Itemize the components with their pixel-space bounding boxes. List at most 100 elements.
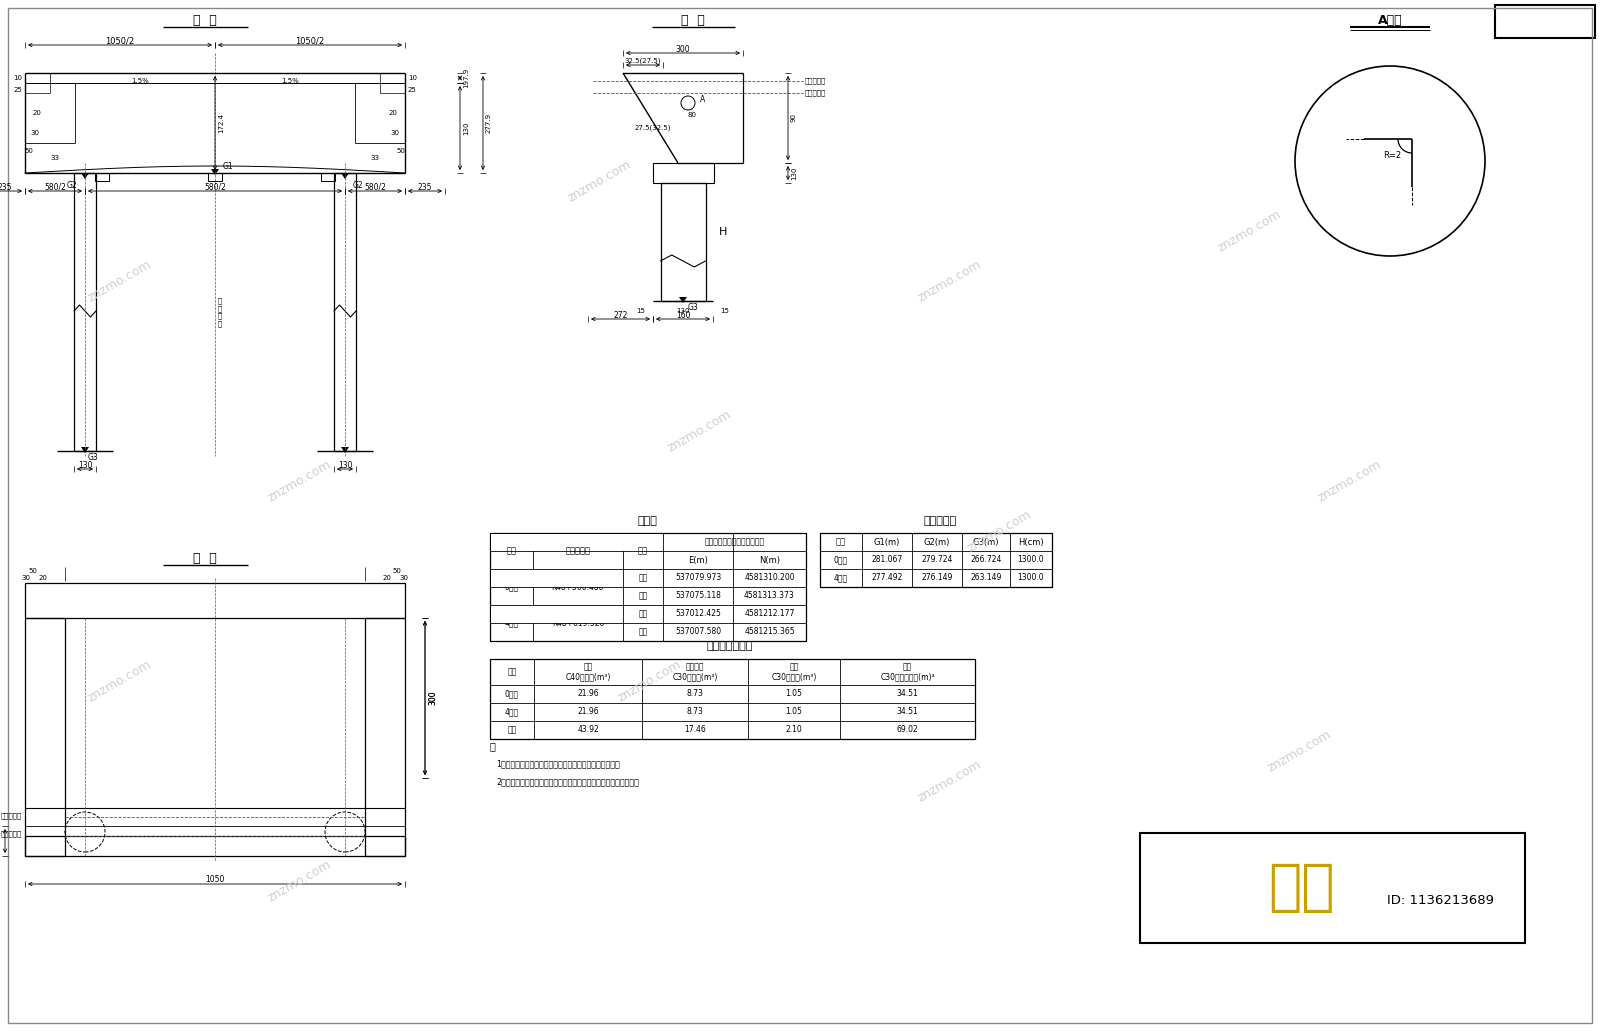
Text: 0号台: 0号台 <box>506 690 518 698</box>
Text: 盖梁
C40混凝土(m³): 盖梁 C40混凝土(m³) <box>565 662 611 681</box>
Text: 197.9: 197.9 <box>462 68 469 88</box>
Text: 台号: 台号 <box>507 546 517 556</box>
Text: 580/2: 580/2 <box>45 182 66 192</box>
Text: 276.149: 276.149 <box>922 573 952 583</box>
Text: 基础
C30水下混凝土(m)³: 基础 C30水下混凝土(m)³ <box>880 662 934 681</box>
Text: 30: 30 <box>400 575 408 581</box>
Text: 20: 20 <box>38 575 48 581</box>
Text: 1050/2: 1050/2 <box>296 36 325 45</box>
Text: 0号台: 0号台 <box>504 583 518 592</box>
Text: 2.10: 2.10 <box>786 726 802 734</box>
Text: 8.73: 8.73 <box>686 707 704 717</box>
Text: znzmo.com: znzmo.com <box>1315 458 1384 504</box>
Text: 4号台: 4号台 <box>504 619 518 628</box>
Text: 知未: 知未 <box>1269 861 1334 914</box>
Bar <box>491 533 662 551</box>
Text: 桥台工程数量表: 桥台工程数量表 <box>707 641 754 651</box>
Text: 侧  面: 侧 面 <box>682 14 706 28</box>
Text: 130: 130 <box>338 461 352 469</box>
Bar <box>1139 833 1525 943</box>
Text: 台号: 台号 <box>507 667 517 676</box>
Text: 300: 300 <box>675 44 690 54</box>
Text: 20: 20 <box>382 575 392 581</box>
Text: 1050/2: 1050/2 <box>106 36 134 45</box>
Text: 位置: 位置 <box>638 546 648 556</box>
Text: 身、胸墙
C30混凝土(m³): 身、胸墙 C30混凝土(m³) <box>672 662 718 681</box>
Text: 15: 15 <box>637 308 645 314</box>
Text: 300: 300 <box>429 691 437 705</box>
Text: 4581310.200: 4581310.200 <box>744 573 795 583</box>
Bar <box>491 533 662 551</box>
Text: 160: 160 <box>675 310 690 320</box>
Bar <box>208 173 222 181</box>
Text: 277.492: 277.492 <box>872 573 902 583</box>
Text: 537012.425: 537012.425 <box>675 609 722 619</box>
Text: 1、本图尺寸除坐标，标高均以米计算，其余均以厘米计。: 1、本图尺寸除坐标，标高均以米计算，其余均以厘米计。 <box>496 759 619 768</box>
Text: 注: 注 <box>490 741 496 751</box>
Text: 80: 80 <box>688 112 698 118</box>
Text: 30: 30 <box>21 575 30 581</box>
Text: 桥台尺寸表: 桥台尺寸表 <box>923 516 957 526</box>
Text: 172.4: 172.4 <box>218 113 224 133</box>
Polygon shape <box>82 173 90 179</box>
Text: 1.05: 1.05 <box>786 690 803 698</box>
Text: 1050: 1050 <box>205 875 224 885</box>
Text: 10: 10 <box>408 75 418 81</box>
Text: 130: 130 <box>78 461 93 469</box>
Bar <box>1494 5 1595 38</box>
Text: 27.5(32.5): 27.5(32.5) <box>635 125 672 131</box>
Bar <box>334 173 355 451</box>
Polygon shape <box>82 447 90 453</box>
Text: znzmo.com: znzmo.com <box>1216 207 1285 255</box>
Text: 4581212.177: 4581212.177 <box>744 609 795 619</box>
Text: 580/2: 580/2 <box>365 182 386 192</box>
Text: 右侧: 右侧 <box>638 628 648 636</box>
Text: 34.51: 34.51 <box>896 707 918 717</box>
Text: 537075.118: 537075.118 <box>675 592 722 600</box>
Text: 235: 235 <box>0 182 13 192</box>
Text: 266.724: 266.724 <box>970 556 1002 565</box>
Text: 1.5%: 1.5% <box>282 78 299 84</box>
Text: 1300.0: 1300.0 <box>1018 573 1045 583</box>
Text: 20: 20 <box>389 110 397 117</box>
Bar <box>653 163 714 182</box>
Text: 43.92: 43.92 <box>578 726 598 734</box>
Bar <box>26 583 405 618</box>
Text: znzmo.com: znzmo.com <box>266 458 334 504</box>
Text: G1(m): G1(m) <box>874 537 901 546</box>
Text: 30: 30 <box>30 130 40 136</box>
Text: R=2: R=2 <box>1382 151 1402 160</box>
Text: znzmo.com: znzmo.com <box>266 858 334 904</box>
Text: 537007.580: 537007.580 <box>675 628 722 636</box>
Text: 30: 30 <box>390 130 400 136</box>
Text: 4号台: 4号台 <box>834 573 848 583</box>
Text: 盖梁中线与盖板中线交汇坐标: 盖梁中线与盖板中线交汇坐标 <box>704 537 765 546</box>
Text: 17.46: 17.46 <box>685 726 706 734</box>
Text: K48+500.480: K48+500.480 <box>552 583 605 592</box>
Text: 1.5%: 1.5% <box>131 78 149 84</box>
Text: A: A <box>701 95 706 103</box>
Text: znzmo.com: znzmo.com <box>966 507 1034 555</box>
Bar <box>819 533 1053 587</box>
Polygon shape <box>678 297 686 303</box>
Text: 15: 15 <box>720 308 730 314</box>
Text: K48+619.520: K48+619.520 <box>552 619 605 628</box>
Text: 25: 25 <box>408 87 416 93</box>
Text: G2(m): G2(m) <box>923 537 950 546</box>
Text: 50: 50 <box>397 148 405 154</box>
Text: znzmo.com: znzmo.com <box>915 758 984 804</box>
Text: 1.05: 1.05 <box>786 707 803 717</box>
Text: znzmo.com: znzmo.com <box>86 258 154 304</box>
Text: 25: 25 <box>13 87 22 93</box>
Text: 130: 130 <box>677 308 690 314</box>
Text: 277.9: 277.9 <box>486 113 493 133</box>
Text: 235: 235 <box>418 182 432 192</box>
Bar <box>661 182 706 301</box>
Text: H: H <box>718 227 728 237</box>
Bar <box>94 173 109 181</box>
Text: 33: 33 <box>371 155 379 161</box>
Text: G3: G3 <box>88 453 99 462</box>
Text: 合计: 合计 <box>507 726 517 734</box>
Text: 8.73: 8.73 <box>686 690 704 698</box>
Text: 20: 20 <box>32 110 42 117</box>
